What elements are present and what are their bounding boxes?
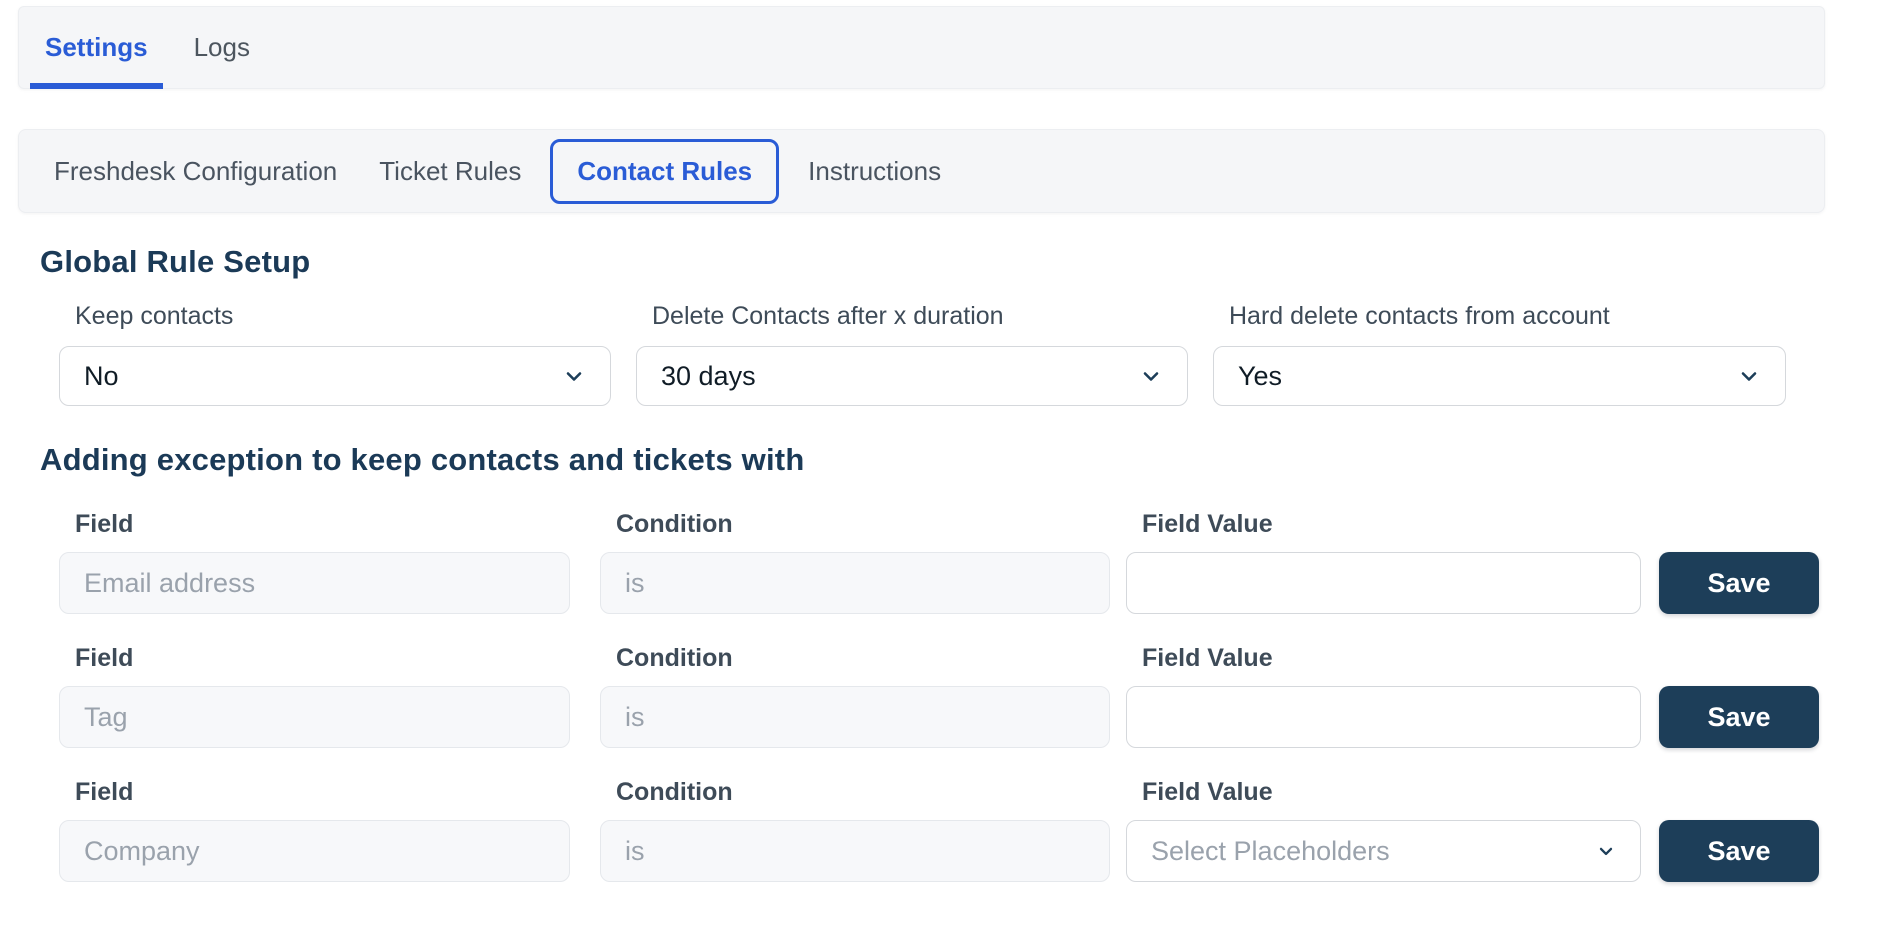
- field-column: Field: [59, 510, 570, 614]
- save-button[interactable]: Save: [1659, 686, 1819, 748]
- delete-duration-label: Delete Contacts after x duration: [652, 302, 1004, 330]
- tab-settings[interactable]: Settings: [30, 7, 163, 89]
- delete-duration-select[interactable]: 30 days: [636, 346, 1188, 406]
- keep-contacts-value: No: [84, 360, 119, 391]
- condition-input[interactable]: [600, 686, 1110, 748]
- exception-rows: Field Condition Field Value Save Field C…: [59, 510, 1888, 882]
- field-value-label: Field Value: [1142, 510, 1273, 538]
- tab-freshdesk-configuration[interactable]: Freshdesk Configuration: [33, 156, 358, 187]
- placeholders-select-value: Select Placeholders: [1151, 835, 1390, 866]
- keep-contacts-label: Keep contacts: [75, 302, 234, 330]
- hard-delete-group: Hard delete contacts from account Yes: [1213, 302, 1786, 406]
- chevron-down-icon: [1139, 364, 1163, 388]
- save-button[interactable]: Save: [1659, 820, 1819, 882]
- delete-duration-group: Delete Contacts after x duration 30 days: [636, 302, 1188, 406]
- exception-row: Field Condition Field Value Save: [59, 644, 1888, 748]
- field-value-column: Field Value: [1126, 644, 1641, 748]
- exception-row: Field Condition Field Value Select Place…: [59, 778, 1888, 882]
- chevron-down-icon: [1596, 841, 1616, 861]
- field-value-input[interactable]: [1126, 686, 1641, 748]
- field-column: Field: [59, 644, 570, 748]
- condition-column: Condition: [600, 510, 1110, 614]
- tab-ticket-rules-label: Ticket Rules: [379, 155, 522, 186]
- tab-instructions-label: Instructions: [808, 155, 942, 186]
- field-input-company[interactable]: [59, 820, 570, 882]
- placeholders-select[interactable]: Select Placeholders: [1126, 820, 1641, 882]
- tab-settings-label: Settings: [45, 32, 148, 62]
- keep-contacts-group: Keep contacts No: [59, 302, 611, 406]
- tab-freshdesk-configuration-label: Freshdesk Configuration: [54, 155, 338, 186]
- contact-rules-panel: Global Rule Setup Keep contacts No Delet…: [0, 213, 1888, 882]
- tab-contact-rules-label: Contact Rules: [577, 155, 753, 186]
- condition-label: Condition: [616, 644, 733, 672]
- hard-delete-value: Yes: [1238, 360, 1283, 391]
- field-label: Field: [75, 510, 134, 538]
- field-input-email[interactable]: [59, 552, 570, 614]
- condition-column: Condition: [600, 644, 1110, 748]
- tab-contact-rules[interactable]: Contact Rules: [550, 138, 780, 204]
- tab-logs-label: Logs: [193, 32, 250, 62]
- chevron-down-icon: [562, 364, 586, 388]
- condition-input[interactable]: [600, 552, 1110, 614]
- field-label: Field: [75, 644, 134, 672]
- condition-label: Condition: [616, 778, 733, 806]
- field-value-label: Field Value: [1142, 644, 1273, 672]
- field-value-column: Field Value: [1126, 510, 1641, 614]
- tab-instructions[interactable]: Instructions: [787, 156, 962, 187]
- field-column: Field: [59, 778, 570, 882]
- condition-label: Condition: [616, 510, 733, 538]
- tab-ticket-rules[interactable]: Ticket Rules: [358, 156, 542, 187]
- save-button[interactable]: Save: [1659, 552, 1819, 614]
- field-value-column: Field Value Select Placeholders: [1126, 778, 1641, 882]
- hard-delete-label: Hard delete contacts from account: [1229, 302, 1610, 330]
- settings-sub-tab-bar: Freshdesk Configuration Ticket Rules Con…: [18, 129, 1825, 213]
- exceptions-heading: Adding exception to keep contacts and ti…: [40, 442, 805, 477]
- chevron-down-icon: [1737, 364, 1761, 388]
- keep-contacts-select[interactable]: No: [59, 346, 611, 406]
- field-label: Field: [75, 778, 134, 806]
- tab-logs[interactable]: Logs: [179, 7, 265, 88]
- field-input-tag[interactable]: [59, 686, 570, 748]
- condition-input[interactable]: [600, 820, 1110, 882]
- delete-duration-value: 30 days: [661, 360, 756, 391]
- global-rule-fields: Keep contacts No Delete Contacts after x…: [59, 302, 1888, 406]
- global-rule-setup-heading: Global Rule Setup: [40, 244, 311, 279]
- top-tab-bar: Settings Logs: [18, 6, 1825, 89]
- hard-delete-select[interactable]: Yes: [1213, 346, 1786, 406]
- exception-row: Field Condition Field Value Save: [59, 510, 1888, 614]
- field-value-label: Field Value: [1142, 778, 1273, 806]
- field-value-input[interactable]: [1126, 552, 1641, 614]
- condition-column: Condition: [600, 778, 1110, 882]
